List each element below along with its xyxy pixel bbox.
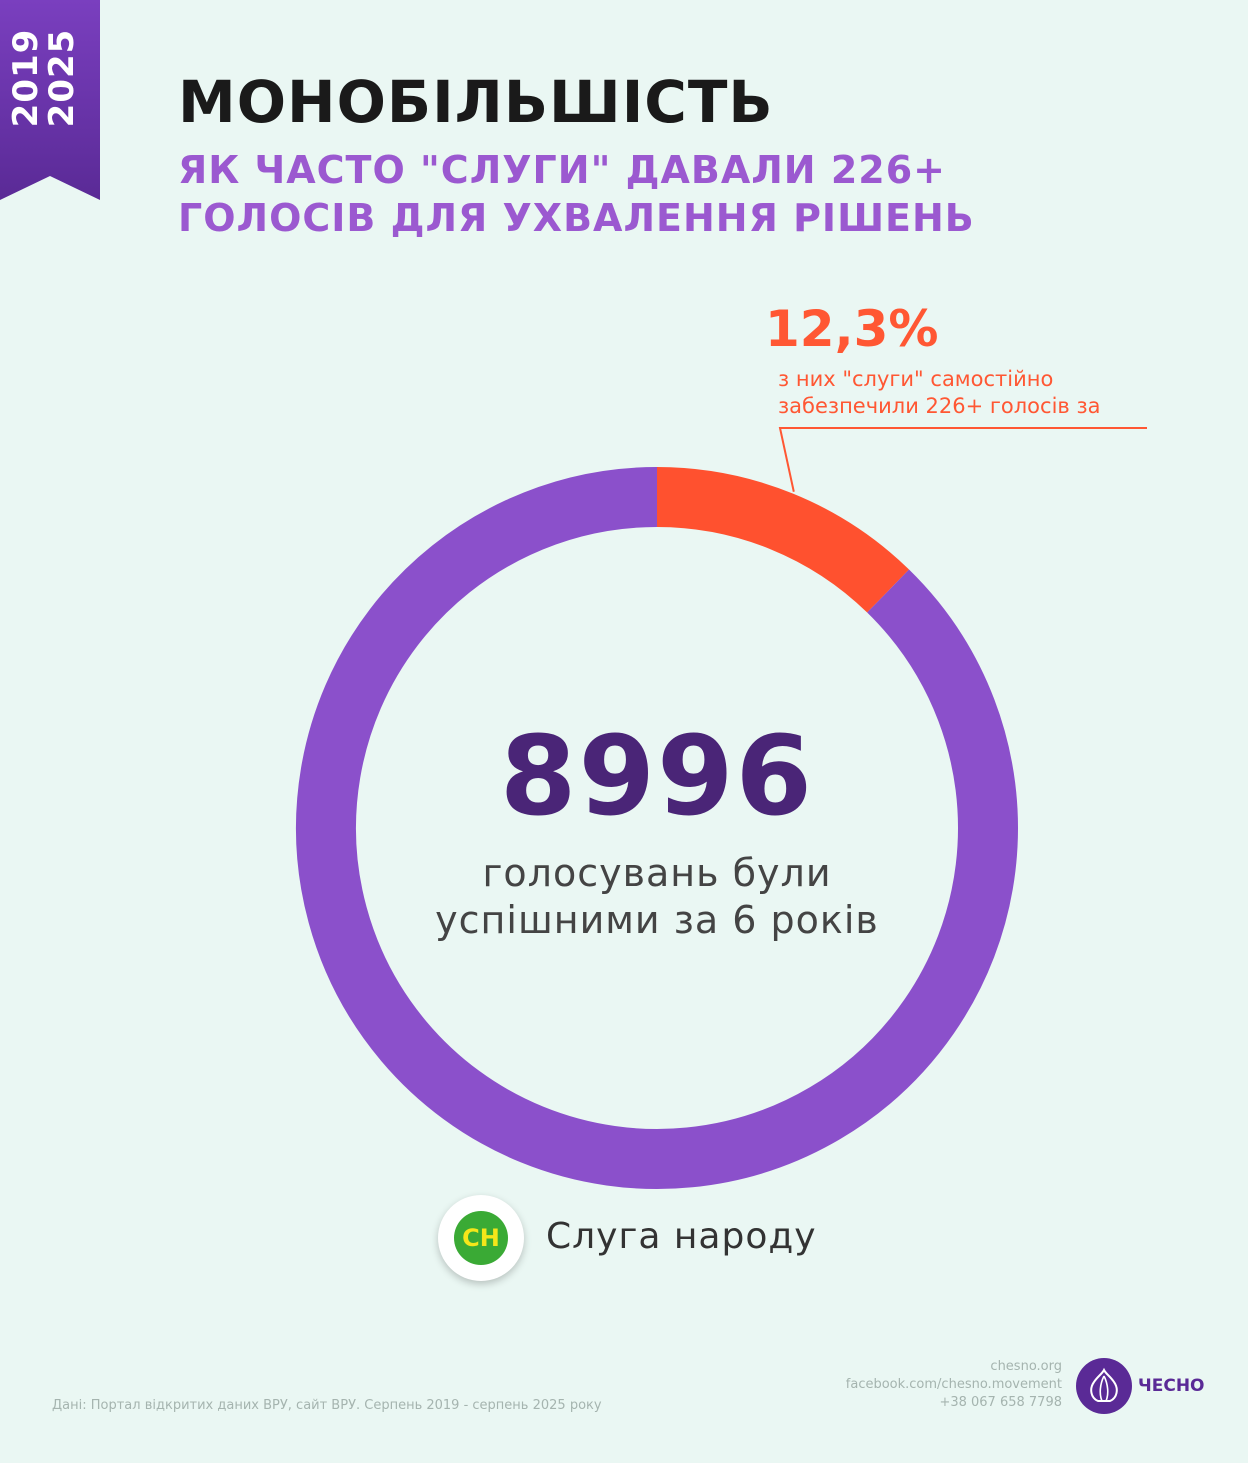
total-votes-caption: голосувань були успішними за 6 років bbox=[435, 851, 879, 942]
slice-annotation-value: 12,3% bbox=[765, 300, 939, 358]
garlic-icon bbox=[1076, 1358, 1132, 1414]
party-name: Слуга народу bbox=[546, 1216, 817, 1257]
contacts-block: chesno.org facebook.com/chesno.movement … bbox=[846, 1358, 1062, 1412]
page-title: МОНОБІЛЬШІСТЬ bbox=[178, 68, 774, 136]
data-source: Дані: Портал відкритих даних ВРУ, сайт В… bbox=[52, 1398, 602, 1413]
contact-website[interactable]: chesno.org bbox=[990, 1359, 1062, 1374]
slice-annotation-text: з них "слуги" самостійно забезпечили 226… bbox=[778, 367, 1101, 418]
brand-name: ЧЕСНО bbox=[1138, 1376, 1205, 1396]
contact-facebook[interactable]: facebook.com/chesno.movement bbox=[845, 1377, 1062, 1392]
donut-slice-0 bbox=[656, 467, 910, 613]
page-subtitle: ЯК ЧАСТО "СЛУГИ" ДАВАЛИ 226+ ГОЛОСІВ ДЛЯ… bbox=[178, 148, 975, 240]
party-logo: СН bbox=[438, 1195, 524, 1281]
contact-phone: +38 067 658 7798 bbox=[939, 1395, 1062, 1410]
years-ribbon: 2019 2025 bbox=[0, 0, 100, 200]
annotation-leader-line bbox=[778, 427, 1147, 492]
donut-slice-1 bbox=[296, 467, 1018, 1189]
total-votes-value: 8996 bbox=[499, 712, 815, 840]
party-badge-icon: СН bbox=[454, 1211, 508, 1265]
